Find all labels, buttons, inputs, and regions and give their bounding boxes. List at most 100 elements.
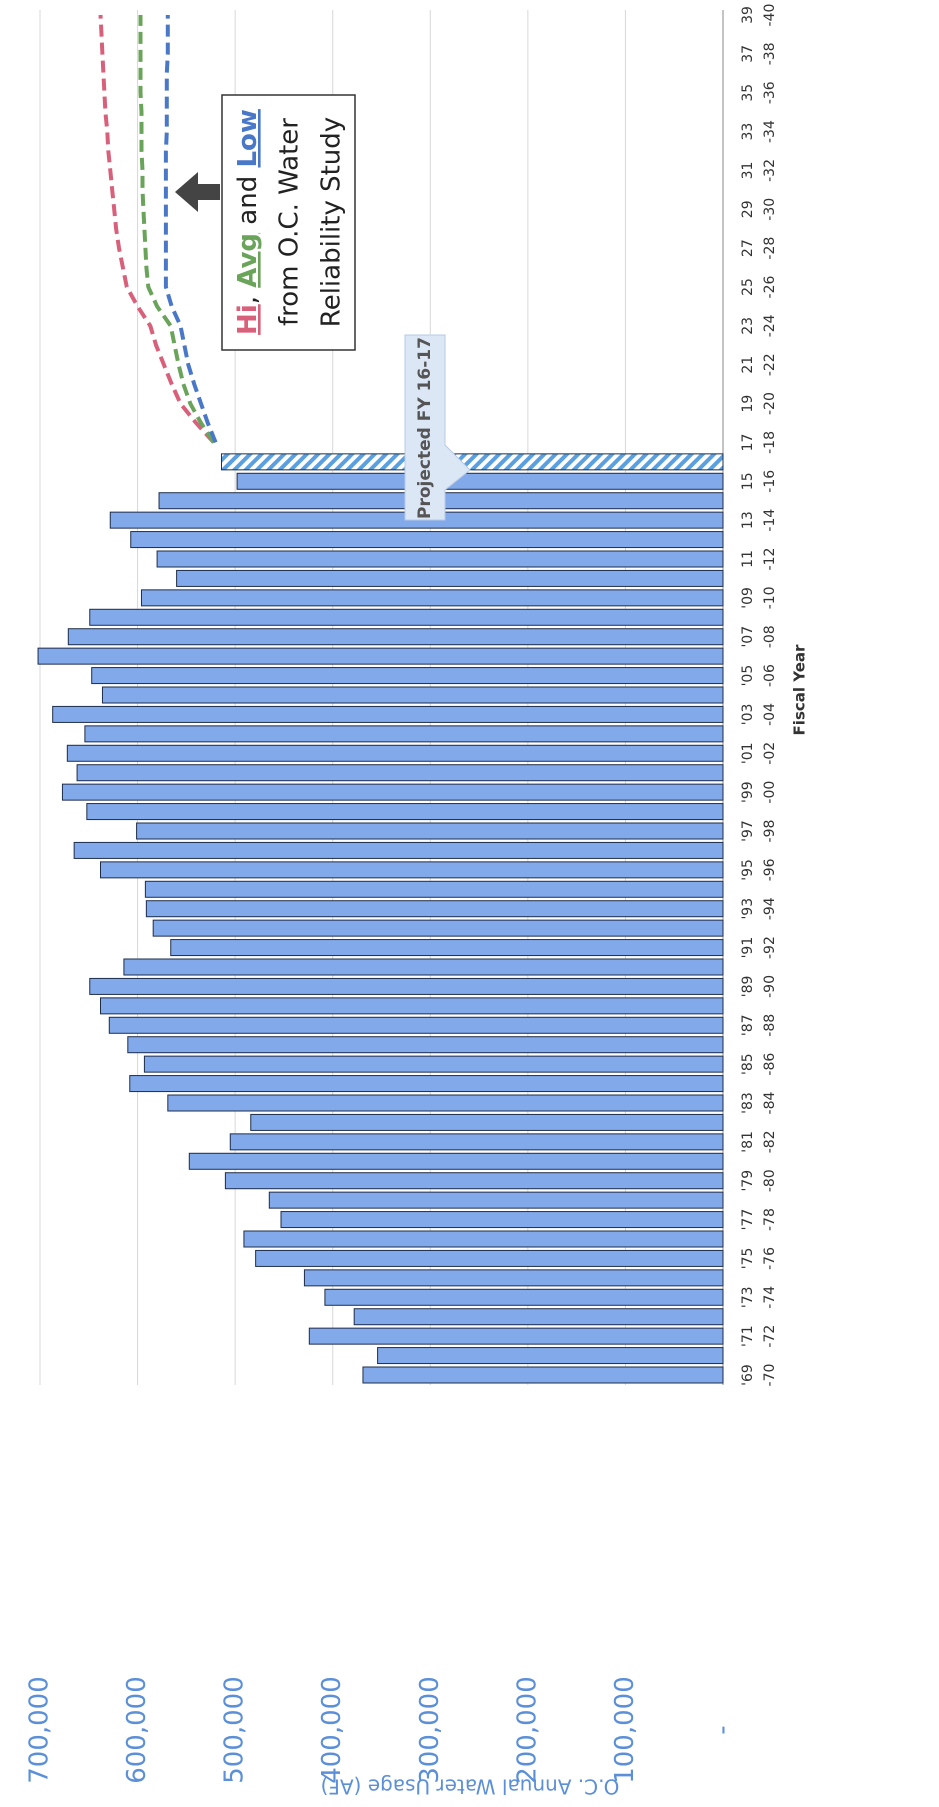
x-tick-label: 11 [740, 550, 756, 568]
x-tick-label: '95 [740, 859, 756, 881]
bar [84, 725, 724, 743]
x-tick-label: -02 [762, 742, 778, 765]
bar [37, 647, 724, 665]
x-tick-label: -84 [762, 1091, 778, 1114]
bar [129, 1075, 724, 1093]
bar [250, 1113, 724, 1131]
y-tick-label: 400,000 [317, 1676, 347, 1784]
x-tick-label: 17 [740, 434, 756, 452]
bar [86, 803, 724, 821]
note-line: from O.C. Water [275, 118, 305, 326]
bar [91, 667, 724, 685]
x-tick-label: '77 [740, 1209, 756, 1231]
x-tick-label: -76 [762, 1247, 778, 1270]
x-tick-label: '05 [740, 665, 756, 687]
x-tick-label: '83 [740, 1092, 756, 1114]
x-tick-label: -36 [762, 81, 778, 104]
bar [152, 919, 724, 937]
x-tick-label: -40 [762, 4, 778, 27]
bar [224, 1172, 724, 1190]
x-tick-label: -86 [762, 1053, 778, 1076]
y-tick-label: 300,000 [415, 1676, 445, 1784]
x-tick-label: -32 [762, 159, 778, 182]
x-tick-label: -16 [762, 470, 778, 493]
x-tick-label: -94 [762, 897, 778, 920]
x-tick-label: '97 [740, 820, 756, 842]
x-tick-label: -38 [762, 42, 778, 65]
bar [377, 1347, 724, 1365]
note-line: Hi, Avg and Low [233, 109, 263, 335]
x-tick-label: 39 [740, 6, 756, 24]
bar [99, 861, 724, 879]
bar [324, 1288, 724, 1306]
x-tick-label: 21 [740, 356, 756, 374]
x-tick-label: 15 [740, 472, 756, 490]
note-text: and [233, 168, 263, 233]
x-tick-label: '03 [740, 704, 756, 726]
projection-line [163, 15, 218, 444]
bar [268, 1191, 724, 1209]
bar [123, 958, 724, 976]
x-tick-label: 19 [740, 395, 756, 413]
x-tick-label: -08 [762, 625, 778, 648]
x-tick-label: -90 [762, 975, 778, 998]
y-tick-label: 500,000 [220, 1676, 250, 1784]
x-tick-label: -70 [762, 1364, 778, 1387]
bar [130, 531, 724, 549]
x-tick-label: -28 [762, 237, 778, 260]
x-tick-label: -72 [762, 1325, 778, 1348]
bar [188, 1152, 724, 1170]
x-tick-label: '79 [740, 1170, 756, 1192]
x-tick-label: -88 [762, 1014, 778, 1037]
x-tick-label: '71 [740, 1325, 756, 1347]
x-tick-label: -96 [762, 858, 778, 881]
legend-entry: Hi [233, 304, 263, 335]
x-tick-label: 13 [740, 511, 756, 529]
x-tick-label: -20 [762, 392, 778, 415]
x-tick-label: -80 [762, 1169, 778, 1192]
x-tick-label: 25 [740, 278, 756, 296]
x-tick-label: 37 [740, 45, 756, 63]
x-tick-label: 29 [740, 200, 756, 218]
x-tick-label: '81 [740, 1131, 756, 1153]
bar [127, 1036, 724, 1054]
x-tick-label: -10 [762, 586, 778, 609]
x-tick-label: 23 [740, 317, 756, 335]
bar [353, 1308, 724, 1326]
y-tick-label: 100,000 [610, 1676, 640, 1784]
note-line: Reliability Study [317, 117, 347, 327]
x-tick-label: -92 [762, 936, 778, 959]
bar [303, 1269, 724, 1287]
bar [308, 1327, 724, 1345]
bar [144, 880, 724, 898]
x-tick-label: 35 [740, 84, 756, 102]
x-tick-label: -82 [762, 1130, 778, 1153]
x-axis-title: Fiscal Year [791, 644, 809, 735]
callout-box [404, 334, 471, 521]
x-tick-label: -74 [762, 1286, 778, 1309]
bar [136, 822, 724, 840]
x-tick-label: '75 [740, 1248, 756, 1270]
bar [280, 1211, 724, 1229]
x-tick-label: 31 [740, 162, 756, 180]
bar [67, 628, 724, 646]
lines [98, 14, 218, 444]
x-tick-label: '85 [740, 1053, 756, 1075]
x-tick-label: '01 [740, 742, 756, 764]
bar [73, 841, 724, 859]
x-tick-label: -00 [762, 781, 778, 804]
bar [66, 744, 724, 762]
bar [243, 1230, 724, 1248]
bar [61, 783, 724, 801]
bar [362, 1366, 724, 1384]
x-tick-label: -26 [762, 275, 778, 298]
bar [52, 705, 724, 723]
bar [145, 900, 724, 918]
bar [89, 977, 724, 995]
x-tick-label: '69 [740, 1364, 756, 1386]
bar [108, 1016, 724, 1034]
x-tick-label: 27 [740, 239, 756, 257]
x-tick-label: '89 [740, 976, 756, 998]
y-tick-label: - [708, 1725, 738, 1734]
